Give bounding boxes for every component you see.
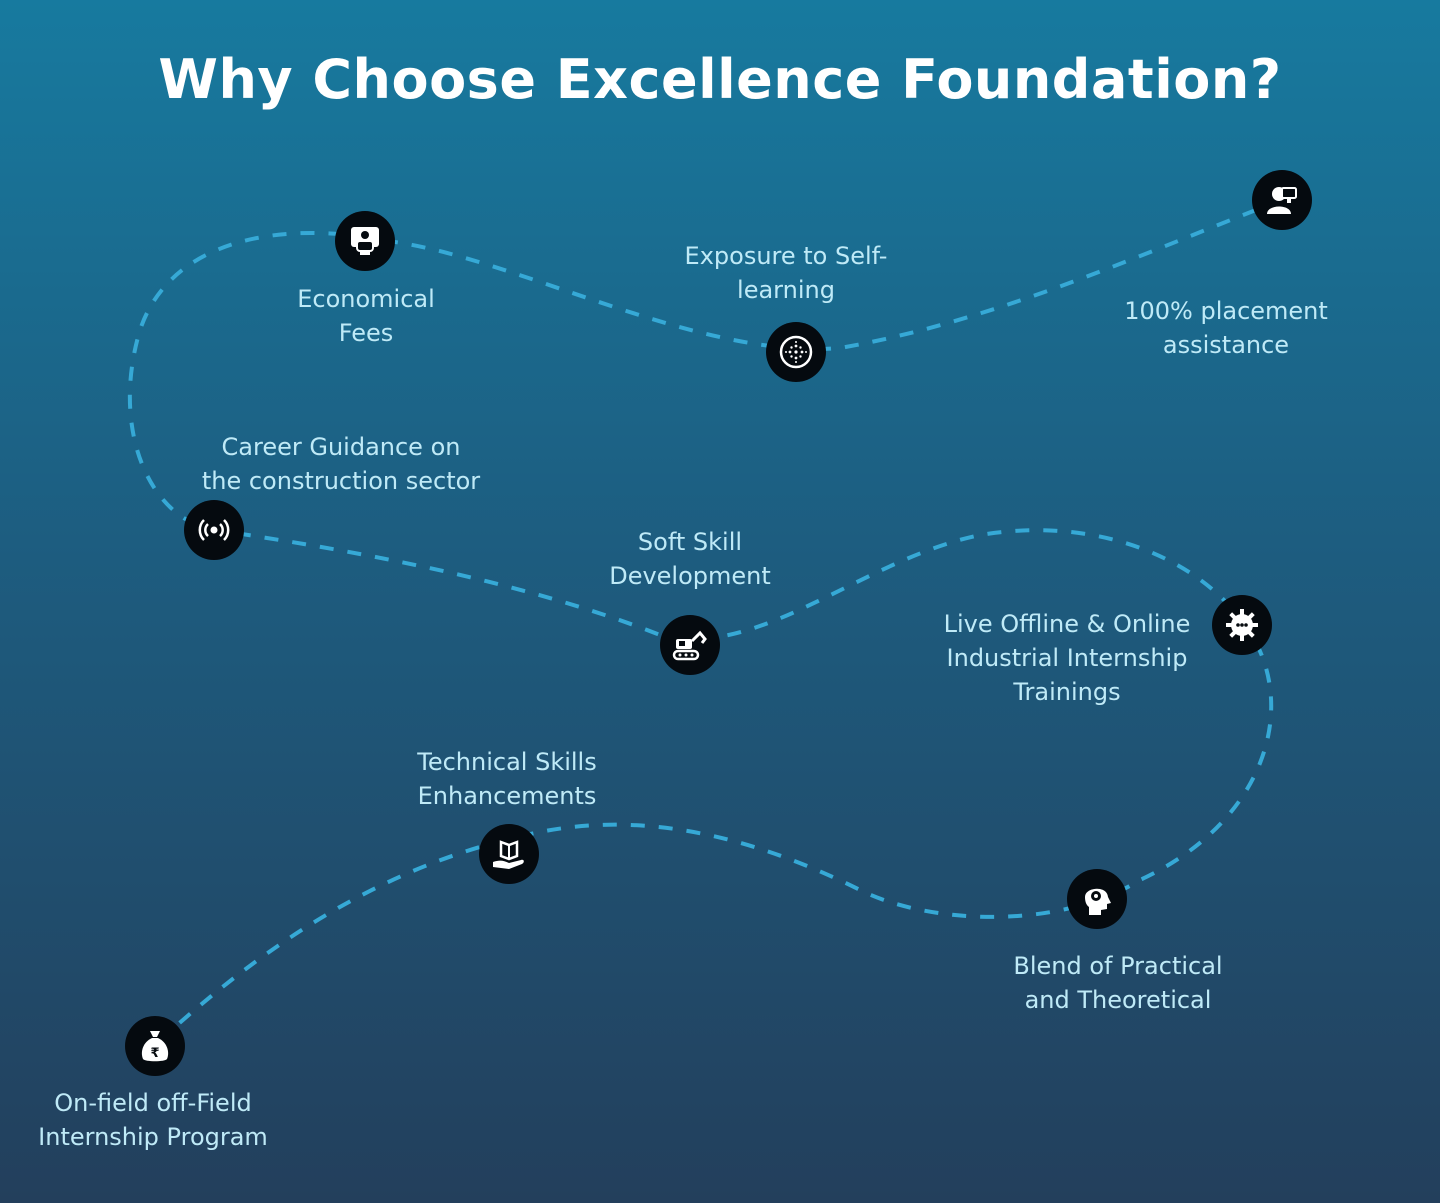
label-practical-theoretical: Blend of Practical and Theoretical <box>1013 949 1222 1017</box>
broadcast-icon <box>198 519 230 541</box>
money-bag-icon: ₹ <box>141 1031 169 1062</box>
node-career-guidance <box>184 500 244 560</box>
label-line: 100% placement <box>1124 297 1328 325</box>
label-self-learning: Exposure to Self- learning <box>685 239 888 307</box>
label-line: Economical <box>297 285 435 313</box>
svg-text:₹: ₹ <box>150 1046 159 1061</box>
node-practical-theoretical <box>1067 869 1127 929</box>
label-soft-skill: Soft Skill Development <box>609 525 771 593</box>
user-screen-icon <box>1267 187 1297 214</box>
label-line: Soft Skill <box>637 528 743 556</box>
label-internship-trainings: Live Offline & Online Industrial Interns… <box>944 607 1191 709</box>
label-line: Trainings <box>1013 678 1121 706</box>
presenter-icon <box>351 227 379 255</box>
node-technical-skills <box>479 824 539 884</box>
node-onfield-internship: ₹ <box>125 1016 185 1076</box>
label-career-guidance: Career Guidance on the construction sect… <box>202 430 480 498</box>
label-line: Blend of Practical <box>1013 952 1223 980</box>
label-line: the construction sector <box>201 467 481 495</box>
label-technical-skills: Technical Skills Enhancements <box>417 745 596 813</box>
node-self-learning <box>766 322 826 382</box>
node-placement <box>1252 170 1312 230</box>
gear-icon <box>1226 609 1258 641</box>
label-line: assistance <box>1162 331 1290 359</box>
label-line: learning <box>737 276 835 304</box>
label-line: Fees <box>338 319 394 347</box>
label-placement: 100% placement assistance <box>1124 294 1328 362</box>
book-hand-icon <box>493 840 524 869</box>
label-line: Live Offline & Online <box>943 610 1191 638</box>
label-line: Development <box>609 562 771 590</box>
label-onfield-internship: On-field off-Field Internship Program <box>38 1086 268 1154</box>
excavator-icon <box>672 630 707 661</box>
label-line: Technical Skills <box>417 748 597 776</box>
label-line: Internship Program <box>38 1123 268 1151</box>
label-line: Industrial Internship <box>946 644 1188 672</box>
label-line: Career Guidance on <box>221 433 461 461</box>
label-economical-fees: Economical Fees <box>297 282 435 350</box>
label-line: On-field off-Field <box>54 1089 252 1117</box>
label-line: Exposure to Self- <box>684 242 888 270</box>
node-internship-trainings <box>1212 595 1272 655</box>
node-economical-fees <box>335 211 395 271</box>
node-soft-skill <box>660 615 720 675</box>
page-title: Why Choose Excellence Foundation? <box>158 48 1282 111</box>
dotted-circle-icon <box>779 335 813 369</box>
label-line: and Theoretical <box>1024 986 1212 1014</box>
head-gear-icon <box>1085 888 1111 915</box>
label-line: Enhancements <box>417 782 597 810</box>
